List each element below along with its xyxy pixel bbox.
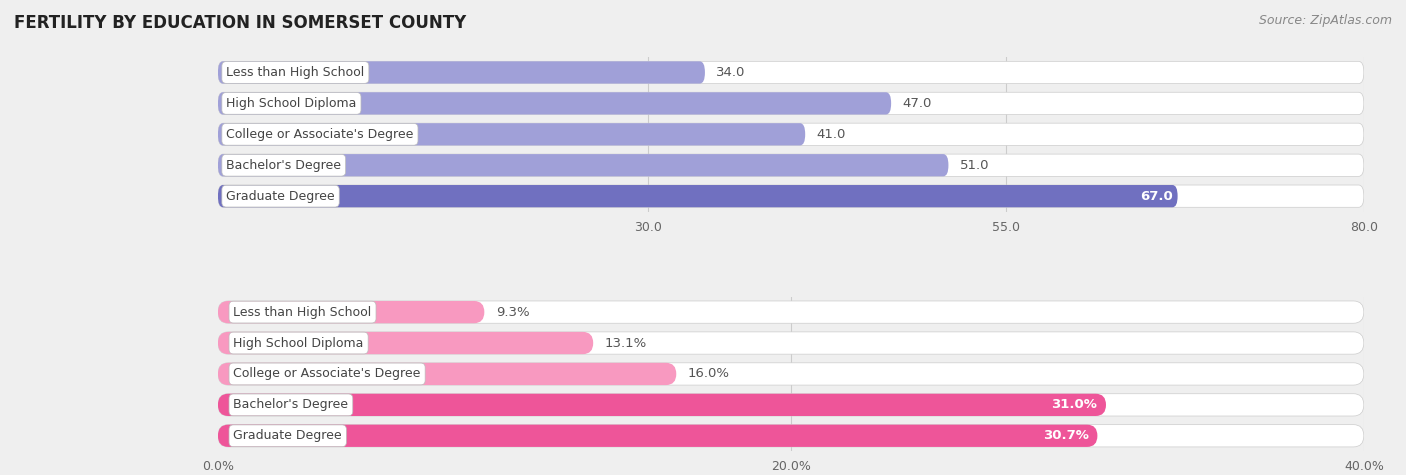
FancyBboxPatch shape: [218, 301, 1364, 323]
Text: 67.0: 67.0: [1140, 190, 1174, 203]
FancyBboxPatch shape: [218, 363, 676, 385]
FancyBboxPatch shape: [218, 363, 1364, 385]
FancyBboxPatch shape: [218, 154, 949, 176]
Text: 9.3%: 9.3%: [496, 305, 530, 319]
FancyBboxPatch shape: [218, 394, 1364, 416]
Text: College or Associate's Degree: College or Associate's Degree: [226, 128, 413, 141]
Text: College or Associate's Degree: College or Associate's Degree: [233, 368, 420, 380]
FancyBboxPatch shape: [218, 332, 593, 354]
Text: High School Diploma: High School Diploma: [226, 97, 357, 110]
Text: 31.0%: 31.0%: [1052, 399, 1098, 411]
FancyBboxPatch shape: [218, 61, 704, 84]
Text: Less than High School: Less than High School: [226, 66, 364, 79]
FancyBboxPatch shape: [218, 332, 1364, 354]
FancyBboxPatch shape: [218, 92, 1364, 114]
FancyBboxPatch shape: [218, 185, 1364, 207]
Text: High School Diploma: High School Diploma: [233, 336, 364, 350]
Text: Bachelor's Degree: Bachelor's Degree: [233, 399, 349, 411]
Text: 16.0%: 16.0%: [688, 368, 730, 380]
FancyBboxPatch shape: [218, 394, 1107, 416]
Text: Bachelor's Degree: Bachelor's Degree: [226, 159, 342, 172]
FancyBboxPatch shape: [218, 61, 1364, 84]
Text: 34.0: 34.0: [717, 66, 745, 79]
Text: Graduate Degree: Graduate Degree: [226, 190, 335, 203]
FancyBboxPatch shape: [218, 301, 484, 323]
Text: Graduate Degree: Graduate Degree: [233, 429, 342, 442]
FancyBboxPatch shape: [218, 123, 806, 145]
Text: 13.1%: 13.1%: [605, 336, 647, 350]
FancyBboxPatch shape: [218, 123, 1364, 145]
Text: 30.7%: 30.7%: [1043, 429, 1088, 442]
FancyBboxPatch shape: [218, 425, 1098, 447]
Text: 47.0: 47.0: [903, 97, 932, 110]
FancyBboxPatch shape: [218, 92, 891, 114]
Text: Less than High School: Less than High School: [233, 305, 371, 319]
FancyBboxPatch shape: [218, 425, 1364, 447]
FancyBboxPatch shape: [218, 154, 1364, 176]
FancyBboxPatch shape: [218, 185, 1178, 207]
Text: FERTILITY BY EDUCATION IN SOMERSET COUNTY: FERTILITY BY EDUCATION IN SOMERSET COUNT…: [14, 14, 467, 32]
Text: 41.0: 41.0: [817, 128, 846, 141]
Text: Source: ZipAtlas.com: Source: ZipAtlas.com: [1258, 14, 1392, 27]
Text: 51.0: 51.0: [960, 159, 990, 172]
